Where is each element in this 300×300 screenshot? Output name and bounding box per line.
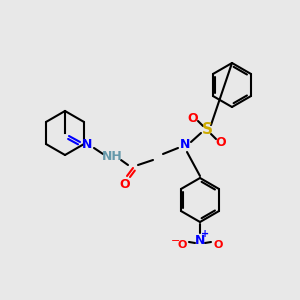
Text: N: N: [82, 139, 92, 152]
Text: O: O: [177, 240, 187, 250]
Text: O: O: [213, 240, 223, 250]
Text: O: O: [120, 178, 130, 191]
Text: N: N: [180, 139, 190, 152]
Text: −: −: [171, 236, 181, 246]
Text: O: O: [188, 112, 198, 124]
Text: S: S: [202, 122, 212, 137]
Text: NH: NH: [102, 151, 122, 164]
Text: O: O: [216, 136, 226, 148]
Text: N: N: [195, 233, 205, 247]
Text: +: +: [201, 229, 209, 239]
